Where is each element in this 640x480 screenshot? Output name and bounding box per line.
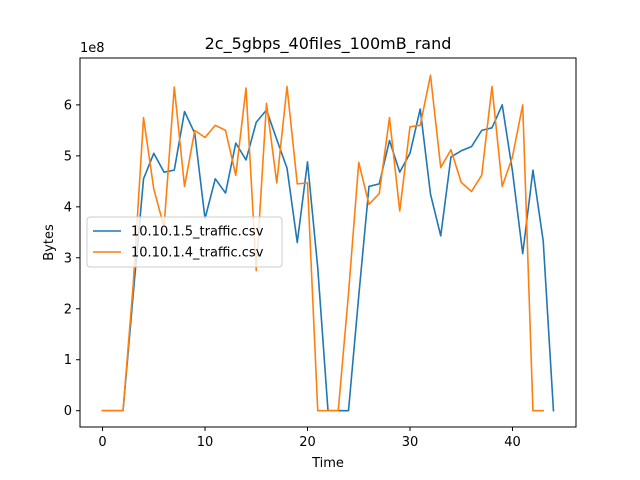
legend-label-1: 10.10.1.5_traffic.csv: [131, 225, 264, 240]
y-axis-label: Bytes: [42, 224, 57, 261]
y-axis-ticks: 0 1 2 3 4 5 6: [64, 98, 80, 419]
legend: 10.10.1.5_traffic.csv 10.10.1.4_traffic.c…: [86, 216, 283, 268]
legend-box: [86, 216, 283, 268]
y-tick-label: 0: [64, 404, 72, 419]
x-axis-label: Time: [311, 456, 344, 471]
y-tick-label: 3: [64, 251, 72, 266]
x-tick-label: 0: [98, 435, 106, 450]
series-line-2: [101, 74, 545, 412]
plot-layer: [101, 74, 555, 412]
x-tick-label: 30: [402, 435, 419, 450]
y-tick-label: 4: [64, 200, 72, 215]
y-tick-label: 1: [64, 353, 72, 368]
plot-frame: [79, 57, 577, 428]
legend-label-2: 10.10.1.4_traffic.csv: [131, 246, 264, 261]
x-tick-label: 20: [299, 435, 316, 450]
y-tick-label: 2: [64, 302, 72, 317]
y-tick-label: 5: [64, 149, 72, 164]
x-tick-label: 10: [197, 435, 214, 450]
y-tick-label: 6: [64, 98, 72, 113]
chart-title: 2c_5gbps_40files_100mB_rand: [205, 34, 452, 54]
x-tick-label: 40: [504, 435, 521, 450]
x-axis-ticks: 0 10 20 30 40: [98, 427, 521, 450]
y-axis-offset-label: 1e8: [80, 41, 105, 56]
